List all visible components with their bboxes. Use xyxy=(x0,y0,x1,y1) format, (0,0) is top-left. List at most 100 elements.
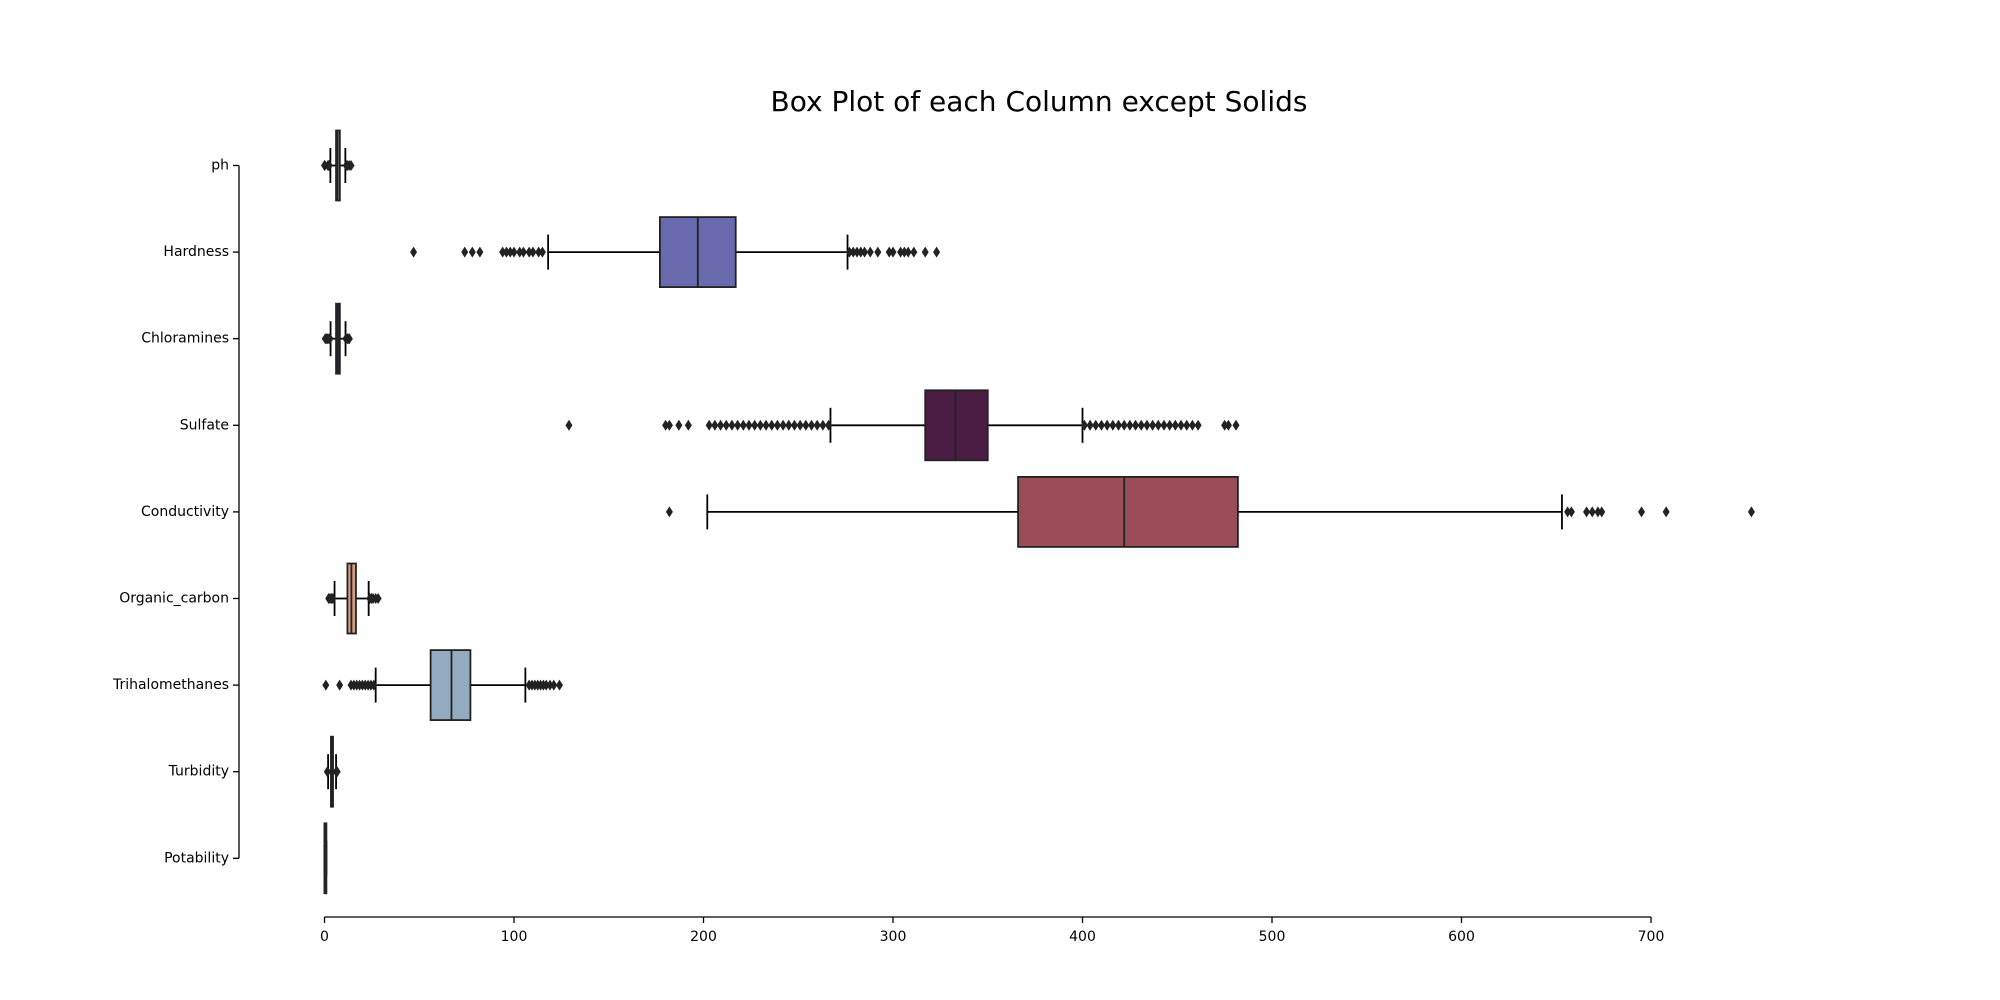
outlier xyxy=(510,246,518,258)
y-tick-label: Trihalomethanes xyxy=(112,677,229,693)
outlier xyxy=(1137,419,1145,431)
y-tick-label: Potability xyxy=(164,850,229,866)
outlier xyxy=(889,246,897,258)
outlier xyxy=(861,246,869,258)
outlier xyxy=(1232,419,1240,431)
outlier xyxy=(921,246,929,258)
outlier xyxy=(565,419,573,431)
outlier xyxy=(410,246,418,258)
outlier xyxy=(555,679,563,691)
outlier xyxy=(516,246,524,258)
outlier xyxy=(897,246,905,258)
x-tick-label: 100 xyxy=(501,929,528,945)
x-tick-label: 400 xyxy=(1069,929,1096,945)
outlier xyxy=(374,593,382,604)
chart-title: Box Plot of each Column except Solids xyxy=(771,85,1308,118)
outlier xyxy=(461,246,469,258)
box xyxy=(1017,475,1239,548)
outlier xyxy=(808,419,816,431)
outlier xyxy=(665,419,673,431)
outlier xyxy=(1588,506,1596,518)
outlier xyxy=(813,419,821,431)
outlier xyxy=(910,246,918,258)
outlier xyxy=(802,419,810,431)
outlier xyxy=(675,419,683,431)
outlier xyxy=(734,419,742,431)
outlier xyxy=(1109,419,1117,431)
outlier xyxy=(796,419,804,431)
outlier xyxy=(845,246,853,258)
outlier xyxy=(1188,419,1196,431)
y-tick-label: Sulfate xyxy=(180,417,229,433)
outlier xyxy=(1638,506,1646,518)
outlier xyxy=(1594,506,1602,518)
outlier xyxy=(1567,506,1575,518)
outlier xyxy=(1221,419,1229,431)
outlier xyxy=(866,246,874,258)
y-tick-label: Conductivity xyxy=(141,504,229,520)
outlier xyxy=(1662,506,1670,518)
outlier xyxy=(1194,419,1202,431)
y-tick-label: Organic_carbon xyxy=(119,591,229,607)
outlier xyxy=(542,679,550,691)
outlier xyxy=(1224,419,1232,431)
outlier xyxy=(1747,506,1755,518)
outlier xyxy=(336,679,344,691)
outlier xyxy=(546,679,554,691)
outlier xyxy=(1143,419,1151,431)
outlier xyxy=(779,419,787,431)
outlier xyxy=(933,246,941,258)
outlier xyxy=(502,246,510,258)
outlier xyxy=(1132,419,1140,431)
y-tick-label: Turbidity xyxy=(168,764,229,780)
outlier xyxy=(684,419,692,431)
y-tick-label: Chloramines xyxy=(141,331,229,347)
x-tick-label: 300 xyxy=(880,929,907,945)
outlier xyxy=(345,333,353,345)
outlier xyxy=(849,246,857,258)
outlier xyxy=(853,246,861,258)
outlier xyxy=(324,766,332,778)
y-tick-label: Hardness xyxy=(163,244,229,260)
outlier xyxy=(347,160,355,171)
outlier xyxy=(370,679,378,691)
outlier xyxy=(326,333,334,345)
outlier xyxy=(874,246,882,258)
outlier xyxy=(751,419,759,431)
outlier xyxy=(1086,419,1094,431)
outlier xyxy=(1564,506,1572,518)
outlier xyxy=(662,419,670,431)
outlier xyxy=(535,246,543,258)
outlier xyxy=(857,246,865,258)
outlier xyxy=(825,419,833,431)
outlier xyxy=(756,419,764,431)
outlier xyxy=(728,419,736,431)
x-tick-label: 0 xyxy=(320,929,329,945)
outlier xyxy=(762,419,770,431)
outlier xyxy=(900,246,908,258)
outlier xyxy=(1583,506,1591,518)
outlier xyxy=(717,419,725,431)
outlier xyxy=(711,419,719,431)
outlier xyxy=(529,246,537,258)
outlier xyxy=(819,419,827,431)
outlier xyxy=(322,679,330,691)
outlier xyxy=(1183,419,1191,431)
outlier xyxy=(665,506,673,518)
y-tick-label: ph xyxy=(211,158,229,174)
outlier xyxy=(1080,419,1088,431)
outlier xyxy=(1166,419,1174,431)
outlier xyxy=(325,160,333,171)
outlier xyxy=(768,419,776,431)
outlier xyxy=(329,593,337,604)
x-tick-label: 200 xyxy=(690,929,717,945)
outlier xyxy=(550,679,558,691)
outlier xyxy=(333,766,341,778)
outlier xyxy=(476,246,484,258)
outlier xyxy=(519,246,527,258)
outlier xyxy=(885,246,893,258)
outlier xyxy=(1154,419,1162,431)
outlier xyxy=(1120,419,1128,431)
outlier xyxy=(499,246,507,258)
